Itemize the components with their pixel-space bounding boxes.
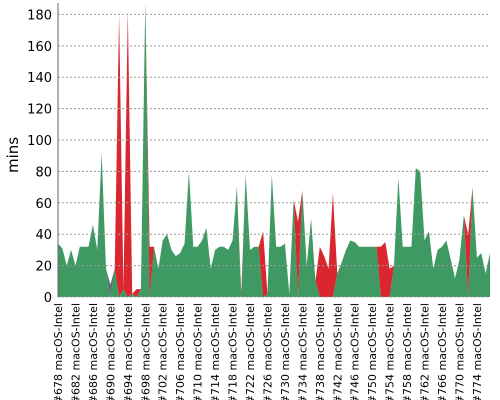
y-tick-label: 160	[27, 40, 52, 55]
x-tick-label: #750 macOS-Intel	[366, 303, 379, 400]
y-axis-label: mins	[4, 137, 22, 173]
y-tick-label: 180	[27, 8, 52, 23]
y-tick-label: 140	[27, 71, 52, 86]
x-tick-label: #694 macOS-Intel	[122, 303, 135, 400]
x-tick-label: #706 macOS-Intel	[174, 303, 187, 400]
x-tick-label: #702 macOS-Intel	[157, 303, 170, 400]
x-tick-label: #766 macOS-Intel	[436, 303, 449, 400]
x-tick-label: #726 macOS-Intel	[261, 303, 274, 400]
x-tick-label: #698 macOS-Intel	[139, 303, 152, 400]
y-tick-label: 120	[27, 103, 52, 118]
x-tick-label: #678 macOS-Intel	[52, 303, 65, 400]
y-tick-label: 20	[35, 260, 52, 275]
x-tick-label: #730 macOS-Intel	[279, 303, 292, 400]
x-tick-label: #682 macOS-Intel	[69, 303, 82, 400]
x-tick-label: #770 macOS-Intel	[453, 303, 466, 400]
x-tick-label: #738 macOS-Intel	[314, 303, 327, 400]
x-tick-label: #746 macOS-Intel	[349, 303, 362, 400]
x-tick-label: #710 macOS-Intel	[192, 303, 205, 400]
y-tick-label: 100	[27, 134, 52, 149]
area	[58, 5, 490, 297]
x-tick-label: #714 macOS-Intel	[209, 303, 222, 400]
x-tick-label: #690 macOS-Intel	[104, 303, 117, 400]
plot-area	[58, 5, 490, 297]
x-tick-label: #758 macOS-Intel	[401, 303, 414, 400]
y-tick-label: 80	[35, 165, 52, 180]
x-tick-label: #686 macOS-Intel	[87, 303, 100, 400]
y-tick-label: 40	[35, 228, 52, 243]
x-tick-label: #754 macOS-Intel	[384, 303, 397, 400]
y-tick-label: 0	[44, 291, 52, 306]
x-tick-label: #742 macOS-Intel	[331, 303, 344, 400]
x-tick-label: #774 macOS-Intel	[471, 303, 484, 400]
x-tick-label: #718 macOS-Intel	[227, 303, 240, 400]
x-tick-label: #722 macOS-Intel	[244, 303, 257, 400]
y-tick-label: 60	[35, 197, 52, 212]
x-tick-label: #762 macOS-Intel	[419, 303, 432, 400]
x-tick-label: #734 macOS-Intel	[296, 303, 309, 400]
